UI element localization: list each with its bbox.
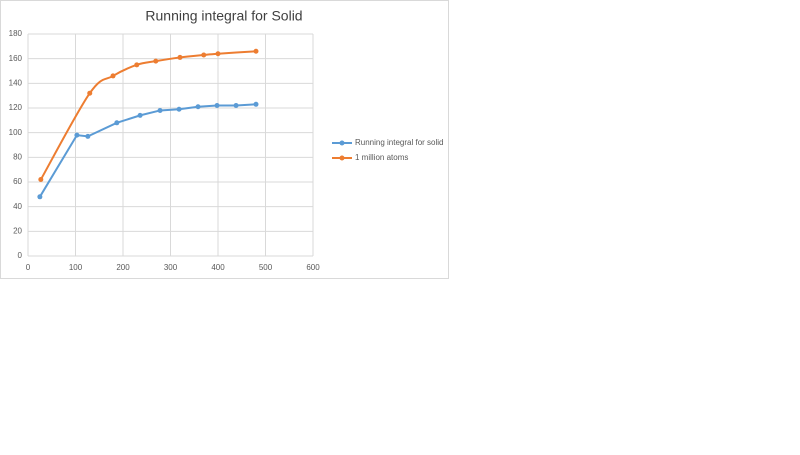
point [157, 107, 163, 113]
y-tick-label: 40 [13, 202, 22, 211]
point [110, 73, 116, 79]
point [253, 101, 259, 107]
y-tick-label: 0 [18, 251, 23, 260]
y-tick-label: 120 [9, 103, 23, 112]
y-tick-label: 100 [9, 128, 23, 137]
y-tick-label: 60 [13, 177, 22, 186]
point [137, 112, 143, 118]
point [233, 103, 239, 109]
point [134, 62, 140, 68]
point [253, 48, 259, 54]
x-tick-label: 500 [259, 263, 273, 272]
point [177, 54, 183, 60]
point [87, 90, 93, 96]
point [176, 106, 182, 112]
y-tick-label: 20 [13, 226, 22, 235]
y-tick-label: 160 [9, 54, 23, 63]
point [114, 120, 120, 126]
point [201, 52, 207, 58]
point [215, 51, 221, 57]
x-tick-label: 300 [164, 263, 178, 272]
chart-title: Running integral for Solid [145, 8, 302, 24]
y-tick-label: 80 [13, 152, 22, 161]
x-tick-label: 600 [306, 263, 320, 272]
point [214, 103, 220, 109]
x-tick-label: 400 [211, 263, 225, 272]
x-tick-label: 200 [116, 263, 130, 272]
legend-label: Running integral for solid [355, 138, 444, 147]
x-tick-label: 100 [69, 263, 83, 272]
point [38, 177, 44, 183]
point [195, 104, 201, 110]
y-tick-label: 140 [9, 78, 23, 87]
y-tick-label: 180 [9, 29, 23, 38]
point [85, 133, 91, 139]
point [37, 194, 43, 200]
legend-marker [339, 140, 345, 146]
legend-marker [339, 155, 345, 161]
point [74, 132, 80, 138]
legend-label: 1 million atoms [355, 153, 408, 162]
point [153, 58, 159, 64]
x-tick-label: 0 [26, 263, 31, 272]
